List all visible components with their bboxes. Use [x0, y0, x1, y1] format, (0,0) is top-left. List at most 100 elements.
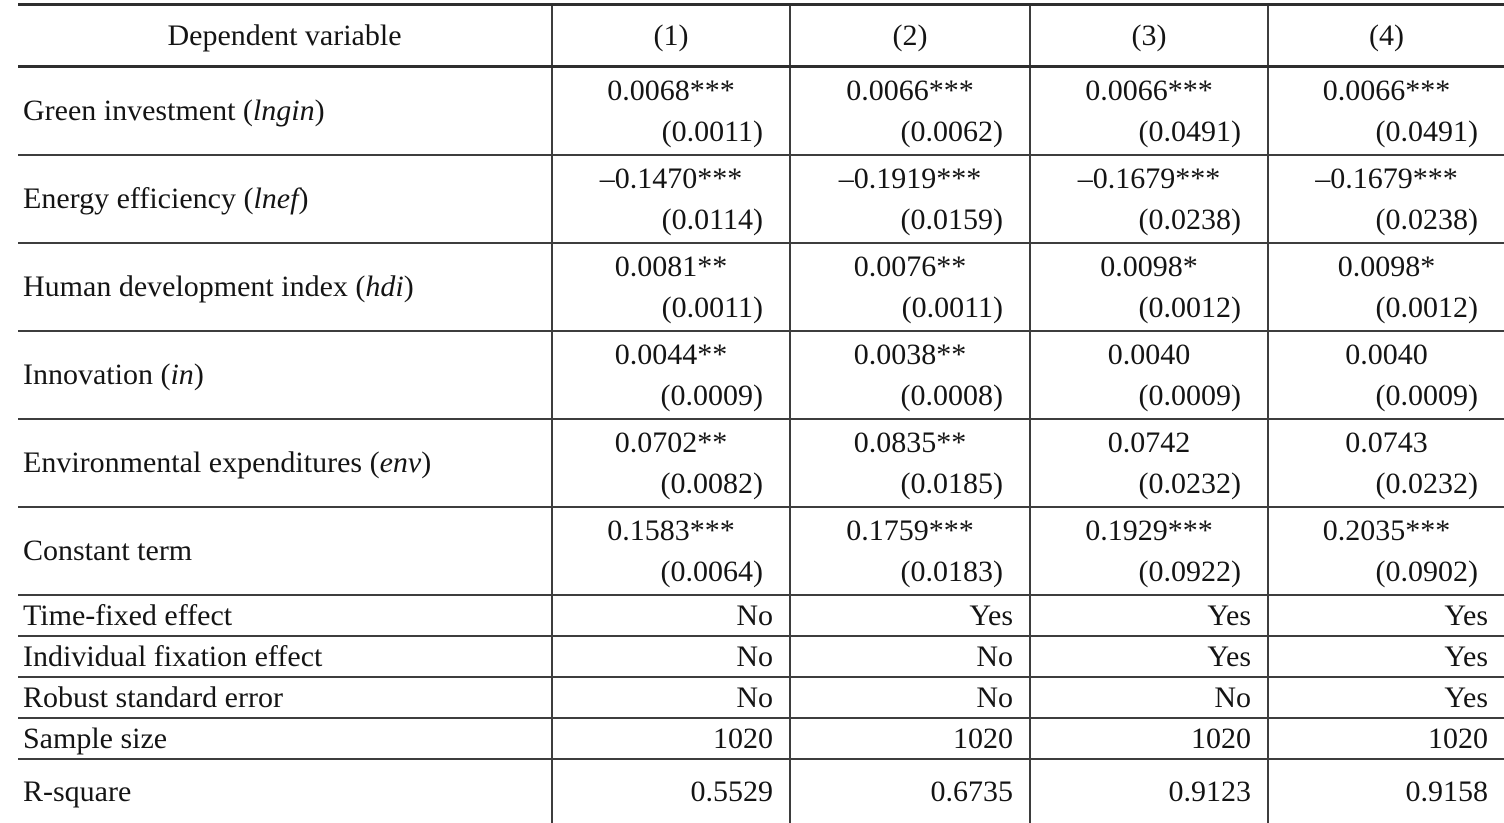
coefficient-value: 0.2035***: [1322, 514, 1451, 547]
standard-error: (0.0183): [900, 555, 1003, 588]
coef-cell: 0.0066*** (0.0491): [1267, 66, 1504, 156]
row-label: Innovation (in): [18, 331, 552, 420]
row-label-text: Constant term: [23, 534, 193, 567]
coefficient-value: –0.1470***: [599, 162, 743, 195]
standard-error: (0.0009): [1138, 379, 1241, 412]
coef-cell: 0.2035*** (0.0902): [1267, 507, 1504, 596]
standard-error: (0.0491): [1138, 115, 1241, 148]
standard-error: (0.0012): [1375, 291, 1478, 324]
info-cell: 1020: [551, 718, 790, 760]
row-label-suffix: ): [314, 94, 325, 127]
table-row-innovation: Innovation (in) 0.0044** (0.0009) 0.0038*…: [18, 331, 1504, 420]
table-row-constant-term: Constant term 0.1583*** (0.0064) 0.1759**…: [18, 507, 1504, 596]
column-header-1: (1): [551, 4, 790, 68]
coefficient-value: 0.0066***: [1085, 74, 1213, 107]
coef-cell: 0.0066*** (0.0491): [1029, 66, 1268, 156]
standard-error: (0.0159): [900, 203, 1003, 236]
coef-cell: 0.0068*** (0.0011): [551, 66, 790, 156]
row-label: R-square: [23, 774, 132, 808]
coef-cell: 0.0098* (0.0012): [1029, 243, 1268, 332]
coef-cell: 0.0081** (0.0011): [551, 243, 790, 332]
table-row-human-development-index: Human development index (hdi) 0.0081** (0…: [18, 243, 1504, 332]
table-row-robust-standard-error: Robust standard error No No No Yes: [18, 677, 1504, 719]
coefficient-value: 0.0081**: [614, 250, 728, 283]
coefficient-value: –0.1919***: [838, 162, 982, 195]
coefficient-value: 0.0066***: [1322, 74, 1451, 107]
info-cell: No: [789, 677, 1030, 719]
info-cell: 1020: [789, 718, 1030, 760]
standard-error: (0.0238): [1375, 203, 1478, 236]
row-label-text: Green investment (: [23, 94, 253, 127]
coef-cell: –0.1470*** (0.0114): [551, 155, 790, 244]
info-cell: Yes: [1267, 677, 1504, 719]
standard-error: (0.0238): [1138, 203, 1241, 236]
row-label: Green investment (lngin): [18, 66, 552, 156]
standard-error: (0.0011): [901, 291, 1003, 324]
coef-cell: –0.1679*** (0.0238): [1267, 155, 1504, 244]
standard-error: (0.0922): [1138, 555, 1241, 588]
standard-error: (0.0082): [660, 467, 763, 500]
standard-error: (0.0232): [1138, 467, 1241, 500]
row-label-suffix: ): [298, 182, 309, 215]
row-label-suffix: ): [421, 446, 432, 479]
column-header-3: (3): [1029, 4, 1268, 68]
standard-error: (0.0185): [900, 467, 1003, 500]
coefficient-value: 0.0098*: [1337, 250, 1436, 283]
row-label: Robust standard error: [18, 677, 552, 719]
coefficient-value: 0.1759***: [846, 514, 974, 547]
row-label-text: Environmental expenditures (: [23, 446, 380, 479]
table-row-time-fixed-effect: Time-fixed effect No Yes Yes Yes: [18, 595, 1504, 637]
info-cell: 0.6735: [789, 759, 1030, 823]
row-label: Human development index (hdi): [18, 243, 552, 332]
row-label-suffix: ): [193, 358, 204, 391]
standard-error: (0.0064): [660, 555, 763, 588]
coefficient-value: –0.1679***: [1077, 162, 1221, 195]
coefficient-value: –0.1679***: [1315, 162, 1458, 195]
info-cell: Yes: [789, 595, 1030, 637]
column-header-2: (2): [789, 4, 1030, 68]
row-label-suffix: ): [403, 270, 414, 303]
table-row-r-square: R-square 0.5529 0.6735 0.9123 0.9158: [18, 759, 1504, 823]
variable-code: env: [379, 446, 422, 479]
info-cell: No: [1029, 677, 1268, 719]
coefficient-value: 0.0743: [1345, 426, 1428, 459]
coefficient-value: 0.0098*: [1100, 250, 1198, 283]
coef-cell: –0.1919*** (0.0159): [789, 155, 1030, 244]
standard-error: (0.0114): [661, 203, 763, 236]
row-label: Individual fixation effect: [18, 636, 552, 678]
info-cell: No: [551, 677, 790, 719]
coefficient-value: 0.1929***: [1085, 514, 1213, 547]
coefficient-value: 0.0038**: [853, 338, 967, 371]
table-row-environmental-expenditures: Environmental expenditures (env) 0.0702*…: [18, 419, 1504, 508]
standard-error: (0.0008): [900, 379, 1003, 412]
regression-table-container: Dependent variable (1) (2) (3) (4) Green…: [18, 3, 1504, 823]
coefficient-value: 0.0044**: [614, 338, 728, 371]
info-cell: 0.9158: [1267, 759, 1504, 823]
coef-cell: 0.0702** (0.0082): [551, 419, 790, 508]
standard-error: (0.0009): [1375, 379, 1478, 412]
row-label-text: Energy efficiency (: [23, 182, 254, 215]
table-row-green-investment: Green investment (lngin) 0.0068*** (0.001…: [18, 66, 1504, 156]
coef-cell: 0.0040 (0.0009): [1029, 331, 1268, 420]
variable-code: lnef: [253, 182, 299, 215]
column-header-4: (4): [1267, 4, 1504, 68]
coefficient-value: 0.0076**: [853, 250, 967, 283]
table-header-row: Dependent variable (1) (2) (3) (4): [18, 4, 1504, 68]
info-cell: 1020: [1267, 718, 1504, 760]
coef-cell: 0.0066*** (0.0062): [789, 66, 1030, 156]
standard-error: (0.0011): [661, 115, 763, 148]
coefficient-value: 0.0742: [1107, 426, 1191, 459]
table-row-individual-fixation-effect: Individual fixation effect No No Yes Yes: [18, 636, 1504, 678]
table-row-sample-size: Sample size 1020 1020 1020 1020: [18, 718, 1504, 760]
header-dependent-variable: Dependent variable: [18, 4, 552, 68]
info-cell: No: [789, 636, 1030, 678]
standard-error: (0.0009): [660, 379, 763, 412]
standard-error: (0.0232): [1375, 467, 1478, 500]
regression-table: Dependent variable (1) (2) (3) (4) Green…: [18, 3, 1504, 823]
row-label: Environmental expenditures (env): [18, 419, 552, 508]
info-cell: Yes: [1267, 595, 1504, 637]
standard-error: (0.0491): [1375, 115, 1478, 148]
coef-cell: 0.1583*** (0.0064): [551, 507, 790, 596]
coef-cell: 0.0040 (0.0009): [1267, 331, 1504, 420]
info-cell: Yes: [1267, 636, 1504, 678]
